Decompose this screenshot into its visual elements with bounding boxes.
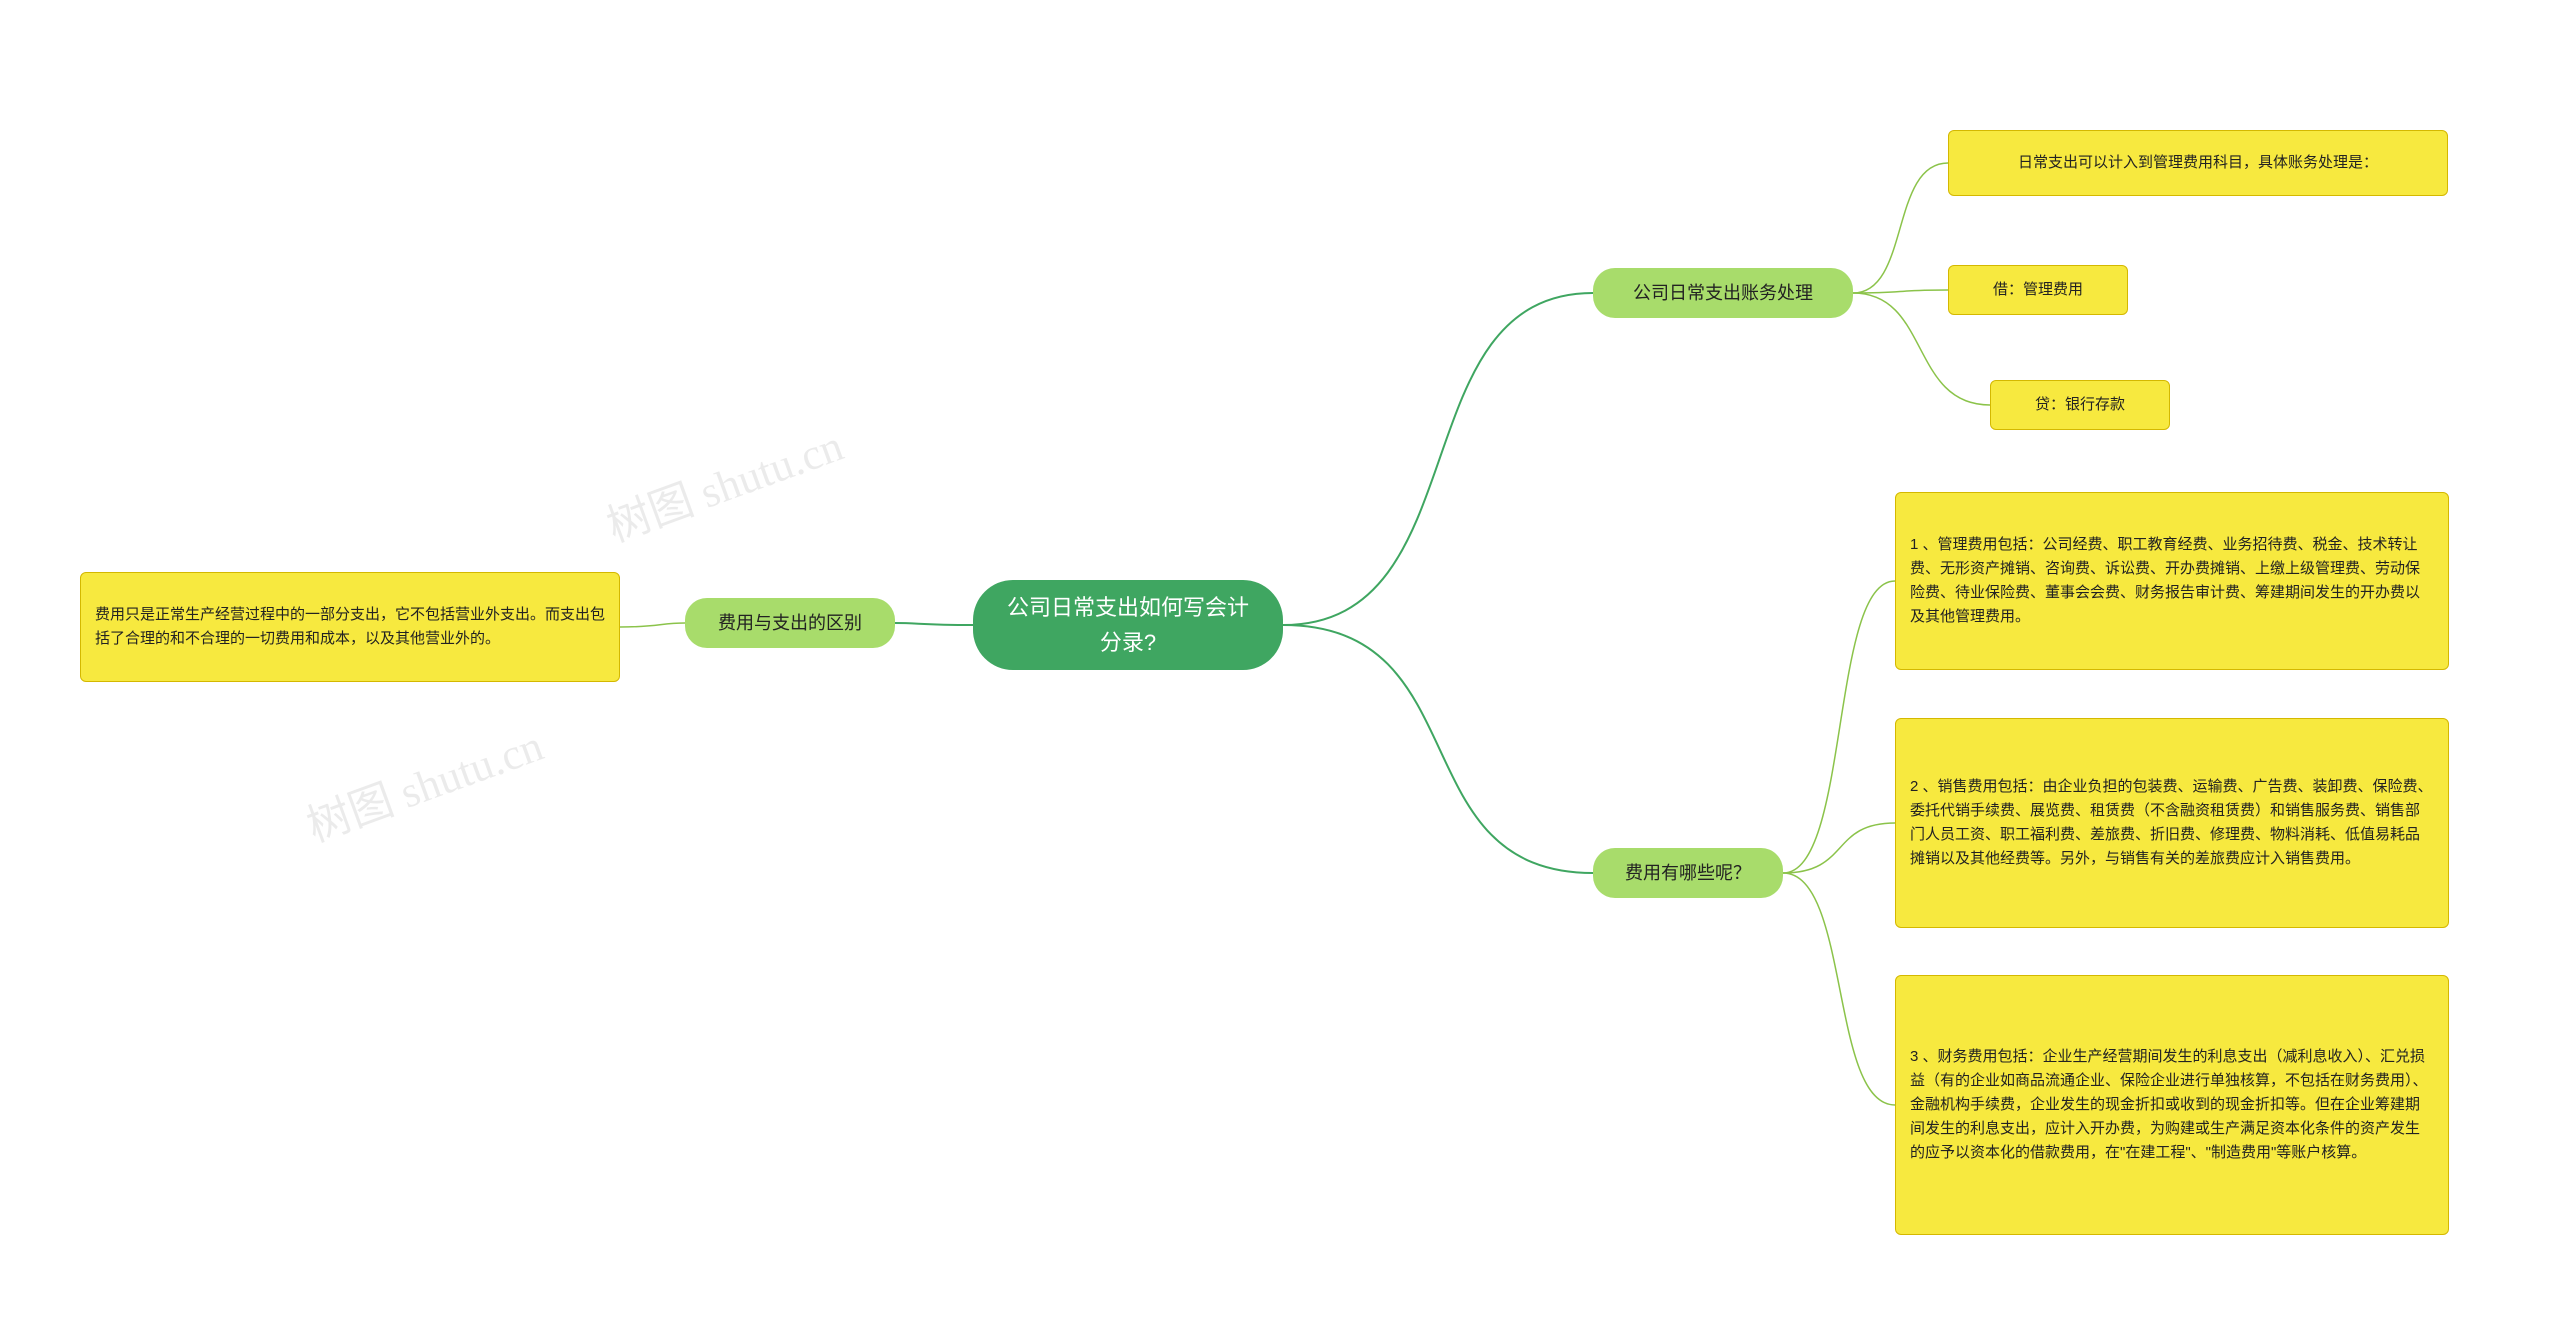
center-node: 公司日常支出如何写会计分录? — [973, 580, 1283, 670]
leaf-left-1: 费用只是正常生产经营过程中的一部分支出，它不包括营业外支出。而支出包括了合理的和… — [80, 572, 620, 682]
branch-r2: 费用有哪些呢？ — [1593, 848, 1783, 898]
watermark: 树图 shutu.cn — [597, 410, 851, 555]
branch-left: 费用与支出的区别 — [685, 598, 895, 648]
leaf-r1-2: 借：管理费用 — [1948, 265, 2128, 315]
leaf-r1-3: 贷：银行存款 — [1990, 380, 2170, 430]
leaf-r1-1: 日常支出可以计入到管理费用科目，具体账务处理是： — [1948, 130, 2448, 196]
watermark: 树图 shutu.cn — [297, 710, 551, 855]
leaf-r2-2: 2 、销售费用包括：由企业负担的包装费、运输费、广告费、装卸费、保险费、委托代销… — [1895, 718, 2449, 928]
branch-r1: 公司日常支出账务处理 — [1593, 268, 1853, 318]
leaf-r2-3: 3 、财务费用包括：企业生产经营期间发生的利息支出（减利息收入）、汇兑损益（有的… — [1895, 975, 2449, 1235]
leaf-r2-1: 1 、管理费用包括：公司经费、职工教育经费、业务招待费、税金、技术转让费、无形资… — [1895, 492, 2449, 670]
